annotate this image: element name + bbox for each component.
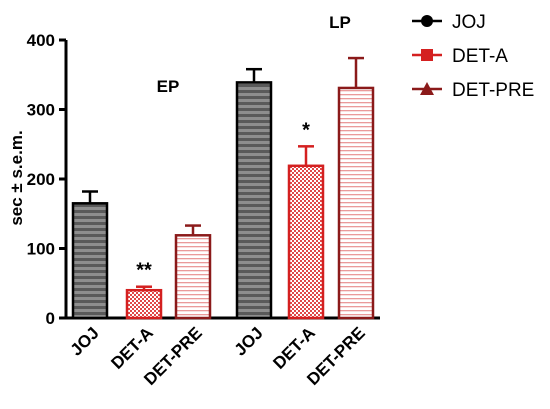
significance-marker: ** (136, 260, 152, 282)
group-label-ep: EP (157, 77, 180, 96)
legend-entry-label: JOJ (452, 12, 486, 33)
circle-marker-icon (421, 15, 433, 27)
square-marker-icon (421, 49, 433, 61)
y-axis-label: sec ± s.e.m. (7, 130, 26, 225)
legend-entry-label: DET-A (452, 46, 508, 67)
triangle-marker-icon (420, 82, 434, 95)
y-tick-label: 400 (27, 31, 55, 50)
y-tick-label: 300 (27, 101, 55, 120)
bar-det-a (287, 164, 325, 320)
legend-entry-label: DET-PRE (452, 80, 534, 101)
group-label-lp: LP (329, 13, 351, 32)
category-label: JOJ (231, 323, 267, 359)
y-tick-label: 0 (46, 309, 55, 328)
bar-det-pre (337, 86, 375, 320)
axes: 0 100 200 300 400 (27, 31, 380, 328)
bar-det-pre (174, 234, 212, 320)
bars (71, 56, 375, 320)
significance-marker: * (302, 119, 310, 141)
bar-joj (71, 202, 109, 320)
category-label: DET-A (269, 323, 318, 372)
bar-joj (235, 81, 273, 320)
legend: JOJ DET-A DET-PRE (412, 12, 534, 101)
bar-det-a (125, 288, 163, 320)
category-label: JOJ (67, 323, 103, 359)
y-tick-label: 100 (27, 240, 55, 259)
y-tick-label: 200 (27, 170, 55, 189)
